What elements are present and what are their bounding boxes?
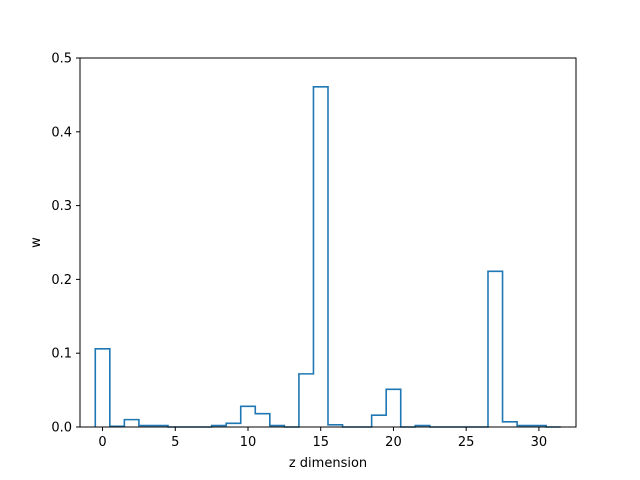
- y-tick-label: 0.4: [51, 125, 72, 140]
- x-tick-label: 5: [171, 435, 179, 450]
- y-tick-label: 0.2: [51, 273, 72, 288]
- x-tick-label: 15: [312, 435, 329, 450]
- x-tick-label: 25: [458, 435, 475, 450]
- y-tick-label: 0.5: [51, 52, 72, 67]
- y-tick-label: 0.0: [51, 421, 72, 436]
- y-tick-label: 0.3: [51, 199, 72, 214]
- x-tick-label: 30: [531, 435, 548, 450]
- x-tick-label: 10: [240, 435, 257, 450]
- x-tick-label: 0: [98, 435, 106, 450]
- y-axis-ticks: 0.0 0.1 0.2 0.3 0.4 0.5: [51, 52, 80, 436]
- axes-frame: [79, 57, 577, 428]
- x-tick-label: 20: [385, 435, 402, 450]
- y-tick-label: 0.1: [51, 347, 72, 362]
- x-axis-label: z dimension: [289, 456, 367, 471]
- x-axis-ticks: 0 5 10 15 20 25 30: [98, 427, 547, 450]
- y-axis-label: w: [29, 237, 44, 248]
